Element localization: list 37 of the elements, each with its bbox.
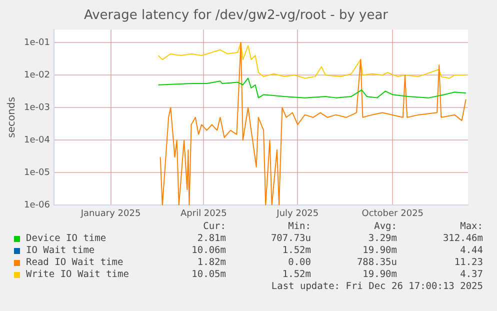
text: 312.46m [442, 233, 483, 245]
text: 707.73u [270, 233, 311, 245]
text: 1.52m [282, 269, 311, 281]
text: 4.44 [460, 245, 483, 257]
text: Max: [460, 221, 483, 233]
text: 10.06m [192, 245, 226, 257]
y-tick-label: 1e-05 [24, 168, 50, 178]
y-tick-label: 1e-02 [24, 70, 50, 80]
text: 1.52m [282, 245, 311, 257]
text: 19.90m [362, 245, 397, 257]
text: 1.82m [197, 257, 226, 269]
y-axis-title: seconds [6, 96, 18, 138]
chart-title: Average latency for /dev/gw2-vg/root - by year [84, 8, 389, 24]
text: 788.35u [356, 257, 397, 269]
y-tick-label: 1e-01 [24, 38, 50, 48]
text: Cur: [203, 221, 226, 233]
text: 0.00 [288, 257, 311, 269]
text: 3.29m [368, 233, 397, 245]
x-tick-label: July 2025 [276, 208, 319, 219]
text: Last update: Fri Dec 26 17:00:13 2025 [271, 281, 483, 293]
text: 4.37 [460, 269, 483, 281]
legend-label: Device IO time [26, 233, 106, 245]
text: 2.81m [197, 233, 226, 245]
legend-label: Read IO Wait time [26, 257, 124, 269]
text: Min: [288, 221, 311, 233]
text: 11.23 [454, 257, 483, 269]
y-tick-label: 1e-03 [24, 102, 50, 113]
y-tick-label: 1e-06 [24, 200, 50, 211]
x-tick-label: January 2025 [80, 208, 141, 219]
x-tick-label: October 2025 [362, 208, 424, 219]
text: 10.05m [192, 269, 226, 281]
legend-label: IO Wait time [26, 245, 95, 257]
x-tick-label: April 2025 [180, 208, 227, 219]
text: Avg: [374, 221, 397, 233]
legend-label: Write IO Wait time [26, 269, 129, 281]
text: 19.90m [362, 269, 397, 281]
y-tick-label: 1e-04 [24, 135, 50, 146]
